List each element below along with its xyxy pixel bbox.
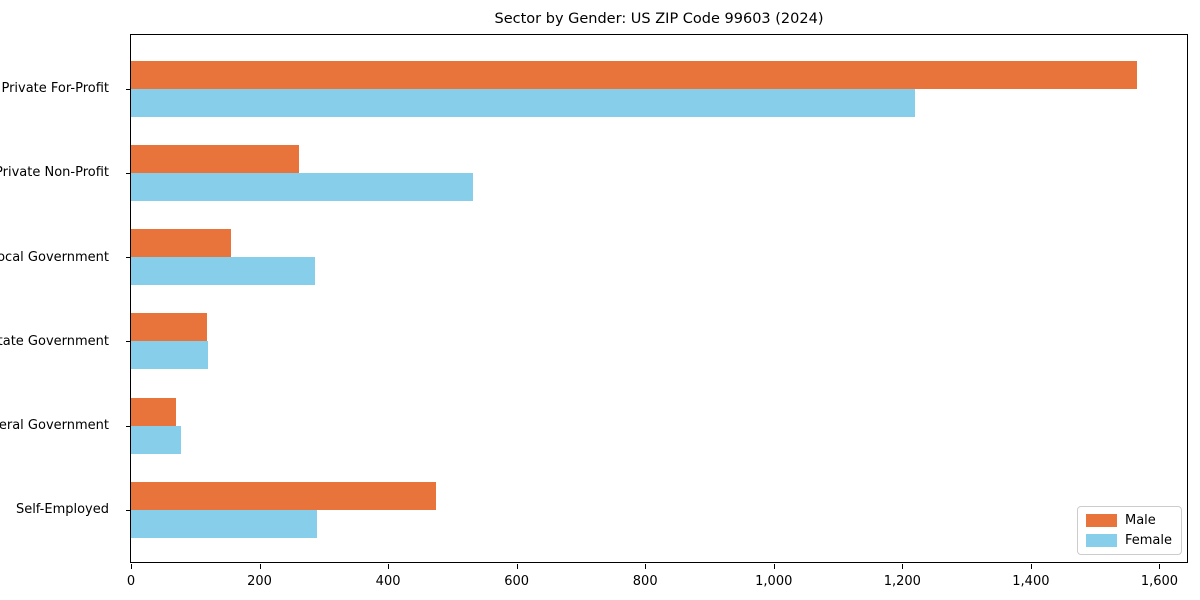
x-tick-label-600: 600 bbox=[504, 574, 530, 589]
plot-area: Private For-Profit Private Non-Profit Loca… bbox=[0, 34, 1188, 589]
bar-male-private-non-profit bbox=[131, 144, 300, 173]
x-tick-label-1600: 1,600 bbox=[1140, 574, 1179, 589]
legend-swatch-female bbox=[1085, 534, 1117, 547]
y-tick-mark bbox=[126, 341, 131, 343]
x-tick-label-400: 400 bbox=[375, 574, 401, 589]
bar-female-private-non-profit bbox=[131, 172, 473, 201]
x-tick-mark bbox=[773, 564, 775, 569]
x-tick-label-1400: 1,400 bbox=[1012, 574, 1050, 589]
legend-entry-male: Male bbox=[1085, 513, 1172, 528]
legend-swatch-male bbox=[1085, 514, 1117, 527]
bar-female-federal-government bbox=[131, 425, 181, 454]
y-tick-mark bbox=[126, 88, 131, 90]
x-tick-label-1000: 1,000 bbox=[755, 574, 793, 589]
y-axis-label-private-for-profit: Private For-Profit bbox=[1, 81, 109, 97]
x-tick-mark bbox=[388, 564, 390, 569]
bar-male-private-for-profit bbox=[131, 60, 1137, 89]
bar-male-local-government bbox=[131, 229, 231, 258]
bar-male-federal-government bbox=[131, 397, 176, 426]
legend-entry-female: Female bbox=[1085, 533, 1172, 548]
x-tick-mark bbox=[645, 564, 647, 569]
x-tick-mark bbox=[259, 564, 261, 569]
chart-title: Sector by Gender: US ZIP Code 99603 (202… bbox=[494, 11, 824, 27]
bar-female-local-government bbox=[131, 257, 315, 286]
y-axis-label-federal-government: Federal Government bbox=[0, 418, 109, 433]
legend: Male Female bbox=[1076, 506, 1182, 555]
x-tick-label-200: 200 bbox=[247, 574, 272, 589]
y-axis-label-private-non-profit: Private Non-Profit bbox=[0, 165, 109, 181]
legend-label-female: Female bbox=[1124, 533, 1172, 548]
y-axis-label-local-government: Local Government bbox=[0, 249, 109, 265]
x-tick-mark bbox=[1030, 564, 1032, 569]
y-axis-label-state-government: State Government bbox=[0, 333, 109, 349]
bar-female-state-government bbox=[131, 341, 209, 370]
y-axis-label-self-employed: Self-Employed bbox=[15, 502, 109, 518]
legend-label-male: Male bbox=[1124, 513, 1156, 528]
y-tick-mark bbox=[126, 425, 131, 427]
x-tick-label-800: 800 bbox=[632, 574, 658, 589]
bar-female-private-for-profit bbox=[131, 88, 916, 117]
x-tick-mark bbox=[902, 564, 904, 569]
bar-female-self-employed bbox=[131, 509, 318, 538]
y-tick-mark bbox=[126, 257, 131, 259]
x-tick-mark bbox=[131, 564, 132, 569]
x-tick-label-0: 0 bbox=[126, 574, 136, 589]
bar-male-self-employed bbox=[131, 481, 437, 510]
y-tick-mark bbox=[126, 509, 131, 511]
x-tick-mark bbox=[516, 564, 518, 569]
x-tick-label-1200: 1,200 bbox=[883, 574, 921, 589]
x-tick-mark bbox=[1159, 564, 1161, 569]
y-tick-mark bbox=[126, 172, 131, 174]
bar-male-state-government bbox=[131, 313, 207, 342]
